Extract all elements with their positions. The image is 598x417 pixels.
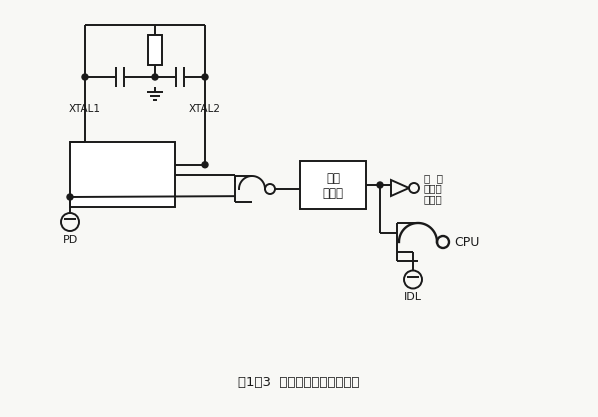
Text: XTAL2: XTAL2 bbox=[189, 104, 221, 114]
Text: 串行口: 串行口 bbox=[424, 183, 443, 193]
Circle shape bbox=[82, 74, 88, 80]
Text: PD: PD bbox=[62, 235, 78, 245]
Text: 时钟: 时钟 bbox=[326, 171, 340, 184]
Text: XTAL1: XTAL1 bbox=[69, 104, 101, 114]
Text: CPU: CPU bbox=[454, 236, 480, 249]
Bar bbox=[148, 35, 162, 65]
Text: 发生器: 发生器 bbox=[322, 186, 343, 199]
Circle shape bbox=[377, 182, 383, 188]
Circle shape bbox=[202, 74, 208, 80]
Text: 中  断: 中 断 bbox=[424, 173, 443, 183]
Circle shape bbox=[67, 194, 73, 200]
Circle shape bbox=[202, 162, 208, 168]
Text: 图1－3  待机和掉电的硬件结构: 图1－3 待机和掉电的硬件结构 bbox=[238, 375, 360, 389]
Text: 定时器: 定时器 bbox=[424, 194, 443, 204]
Bar bbox=[70, 142, 175, 207]
Text: IDL: IDL bbox=[404, 292, 422, 302]
Bar bbox=[300, 161, 366, 209]
Circle shape bbox=[152, 74, 158, 80]
